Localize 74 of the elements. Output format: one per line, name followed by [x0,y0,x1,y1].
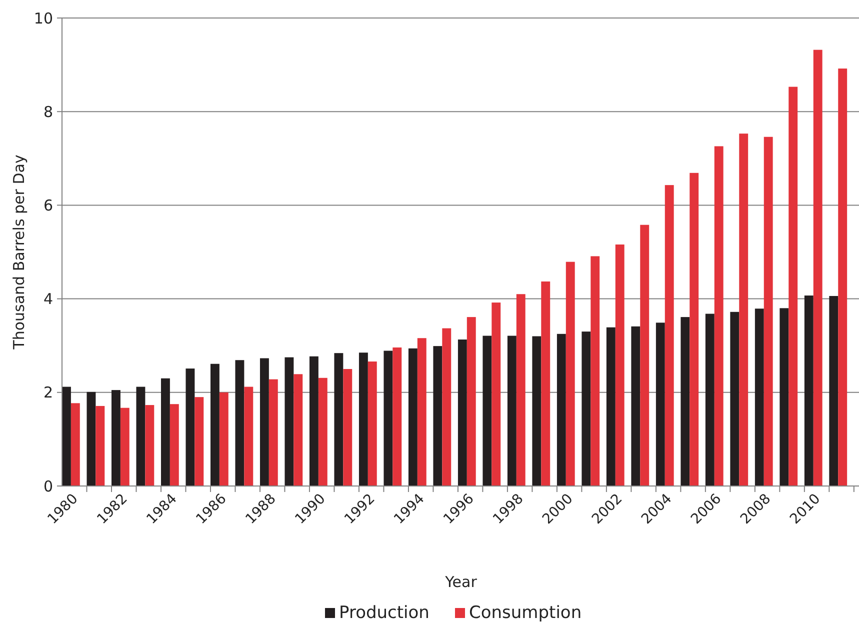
bar [210,364,220,486]
bar [368,362,377,486]
bar [145,405,154,486]
bar [606,327,616,486]
bar [235,360,244,486]
bar [442,328,452,486]
y-tick-label: 8 [43,102,53,121]
bar [804,296,814,486]
y-tick-label: 0 [43,477,53,496]
bar [343,369,352,486]
bar [70,403,80,486]
y-axis-title: Thousand Barrels per Day [10,154,28,350]
bar [417,338,426,486]
bar [780,308,789,486]
bar [507,336,516,486]
bar [705,314,714,486]
bar [219,392,228,486]
bar [556,334,566,486]
bar [260,358,269,486]
bar [590,256,600,486]
y-tick-label: 10 [34,9,53,28]
bar [170,404,179,486]
y-tick-label: 4 [43,290,53,308]
bar [466,317,476,486]
bar [516,294,526,486]
bar [541,281,550,486]
bar [294,374,303,486]
y-tick-label: 2 [43,384,53,402]
bar [739,134,748,486]
bar [714,146,724,486]
bar [615,244,624,486]
bar [656,322,665,486]
bar [813,50,822,486]
bar [318,378,328,486]
bar [690,172,699,486]
bar [96,406,105,486]
bar [664,185,674,486]
bar [194,397,204,486]
bar [566,262,575,486]
bar [120,408,130,486]
bar [408,348,418,486]
bar [268,379,278,486]
x-axis-title: Year [444,573,478,591]
bar [730,312,740,486]
bar [640,224,650,486]
bar [631,326,640,486]
bar [582,332,591,486]
bar [829,296,838,486]
bar [482,336,492,486]
bar [309,356,318,486]
bar [136,386,146,486]
bar [492,302,501,486]
legend-label: Consumption [469,603,582,623]
bar [334,353,344,486]
y-tick-label: 6 [43,196,53,214]
bar [86,392,96,486]
bar [111,390,120,486]
bar [244,386,254,486]
bar [458,340,467,486]
bar [384,350,393,486]
bar [532,336,542,486]
bar [284,357,294,486]
bar [788,86,798,486]
legend-label: Production [339,603,430,623]
bar [358,352,368,486]
bar [392,347,402,486]
bar [838,68,848,486]
bar [62,386,71,486]
bar [160,378,170,486]
bar [186,368,195,486]
bar [764,136,773,486]
bar [680,317,690,486]
bar [754,308,764,486]
bar [433,346,442,486]
